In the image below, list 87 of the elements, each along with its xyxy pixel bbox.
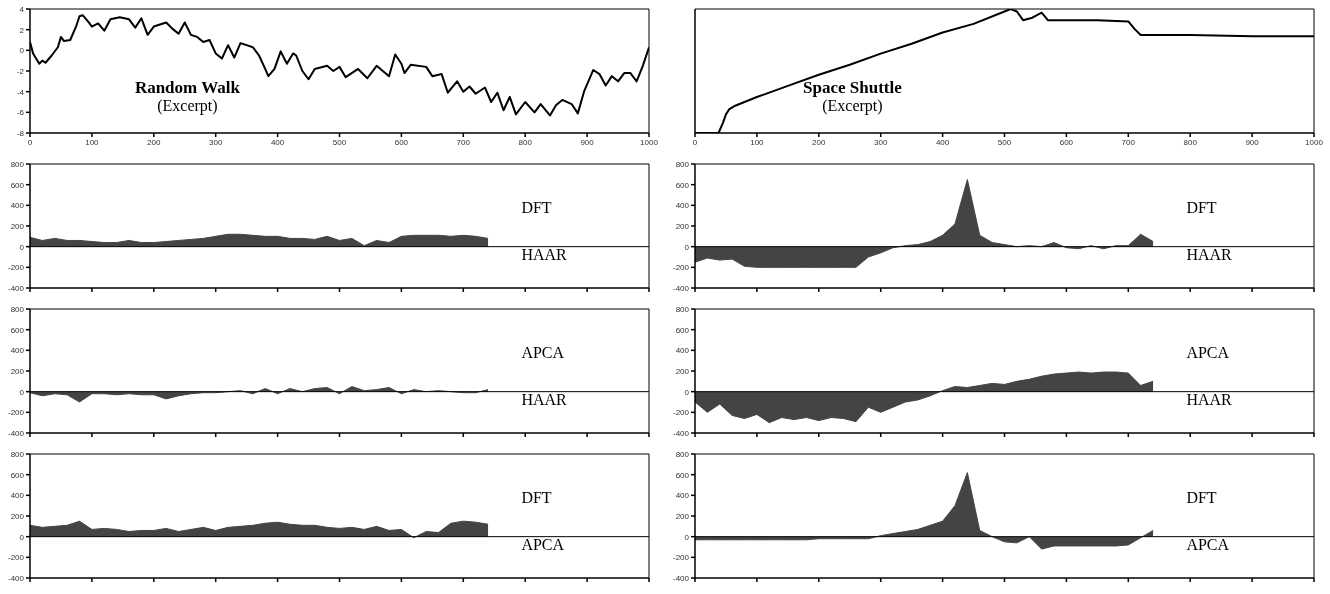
annotation: HAAR [1186, 391, 1232, 410]
x-tick-label: 400 [935, 137, 950, 147]
y-tick-label: 400 [675, 346, 690, 356]
x-tick-label: 700 [456, 137, 471, 147]
y-tick-label: -400 [7, 573, 25, 583]
y-tick-label: -400 [7, 283, 25, 293]
y-tick-label: 800 [675, 449, 690, 459]
y-tick-label: 200 [10, 366, 25, 376]
annotation: APCA [1186, 343, 1230, 362]
y-tick-label: 4 [19, 4, 25, 14]
x-tick-label: 900 [1245, 137, 1260, 147]
y-tick-label: 800 [10, 304, 25, 314]
y-tick-label: 600 [675, 325, 690, 335]
y-tick-label: 800 [10, 449, 25, 459]
y-tick-label: 0 [684, 532, 690, 542]
x-tick-label: 600 [394, 137, 409, 147]
x-tick-label: 1000 [1305, 137, 1324, 147]
text: (Excerpt) [821, 97, 884, 116]
y-tick-label: -400 [7, 428, 25, 438]
x-tick-label: 100 [750, 137, 765, 147]
y-tick-label: 600 [10, 325, 25, 335]
y-tick-label: -200 [672, 553, 690, 563]
annotation: APCA [1186, 536, 1230, 555]
annotation: DFT [1186, 198, 1217, 217]
x-tick-label: 300 [874, 137, 888, 147]
y-tick-label: 400 [10, 346, 25, 356]
annotation: DFT [1186, 488, 1217, 507]
y-tick-label: 400 [10, 201, 25, 211]
y-tick-label: -200 [7, 263, 25, 273]
x-tick-label: 800 [1183, 137, 1198, 147]
annotation: HAAR [521, 391, 567, 410]
y-tick-label: -200 [7, 408, 25, 418]
x-tick-label: 200 [147, 137, 162, 147]
annotation: APCA [521, 343, 565, 362]
y-tick-label: -6 [16, 108, 25, 118]
x-tick-label: 800 [518, 137, 533, 147]
y-tick-label: -400 [672, 428, 690, 438]
x-tick-label: 400 [270, 137, 285, 147]
y-tick-label: 800 [675, 159, 690, 169]
y-tick-label: -400 [672, 573, 690, 583]
y-tick-label: 2 [19, 25, 25, 35]
x-tick-label: 700 [1121, 137, 1136, 147]
annotation: HAAR [521, 246, 567, 265]
y-tick-label: 200 [10, 221, 25, 231]
y-tick-label: -8 [16, 128, 25, 138]
x-tick-label: 1000 [640, 137, 659, 147]
y-tick-label: 400 [10, 491, 25, 501]
x-tick-label: 600 [1059, 137, 1074, 147]
y-tick-label: -2 [16, 66, 25, 76]
y-tick-label: 600 [675, 180, 690, 190]
annotation: DFT [521, 198, 552, 217]
annotation: HAAR [1186, 246, 1232, 265]
y-tick-label: -400 [672, 283, 690, 293]
y-tick-label: 200 [675, 221, 690, 231]
y-tick-label: -200 [7, 553, 25, 563]
y-tick-label: 0 [684, 242, 690, 252]
text: Random Walk [133, 77, 241, 98]
y-tick-label: 400 [675, 491, 690, 501]
x-tick-label: 500 [997, 137, 1012, 147]
y-tick-label: -4 [16, 87, 25, 97]
y-tick-label: -200 [672, 408, 690, 418]
text: (Excerpt) [156, 97, 219, 116]
y-tick-label: 0 [19, 387, 25, 397]
y-tick-label: 0 [19, 242, 25, 252]
y-tick-label: 800 [10, 159, 25, 169]
text: Space Shuttle [802, 77, 903, 98]
y-tick-label: 800 [675, 304, 690, 314]
x-tick-label: 500 [332, 137, 347, 147]
y-tick-label: 200 [10, 511, 25, 521]
x-tick-label: 200 [812, 137, 827, 147]
annotation: DFT [521, 488, 552, 507]
y-tick-label: 0 [684, 387, 690, 397]
y-tick-label: 600 [10, 470, 25, 480]
y-tick-label: 600 [675, 470, 690, 480]
y-tick-label: 0 [19, 532, 25, 542]
annotation: APCA [521, 536, 565, 555]
y-tick-label: -200 [672, 263, 690, 273]
y-tick-label: 400 [675, 201, 690, 211]
y-tick-label: 0 [19, 46, 25, 56]
y-tick-label: 200 [675, 366, 690, 376]
x-tick-label: 300 [209, 137, 223, 147]
x-tick-label: 0 [27, 137, 33, 147]
x-tick-label: 900 [580, 137, 595, 147]
y-tick-label: 200 [675, 511, 690, 521]
x-tick-label: 0 [692, 137, 698, 147]
y-tick-label: 600 [10, 180, 25, 190]
x-tick-label: 100 [85, 137, 100, 147]
